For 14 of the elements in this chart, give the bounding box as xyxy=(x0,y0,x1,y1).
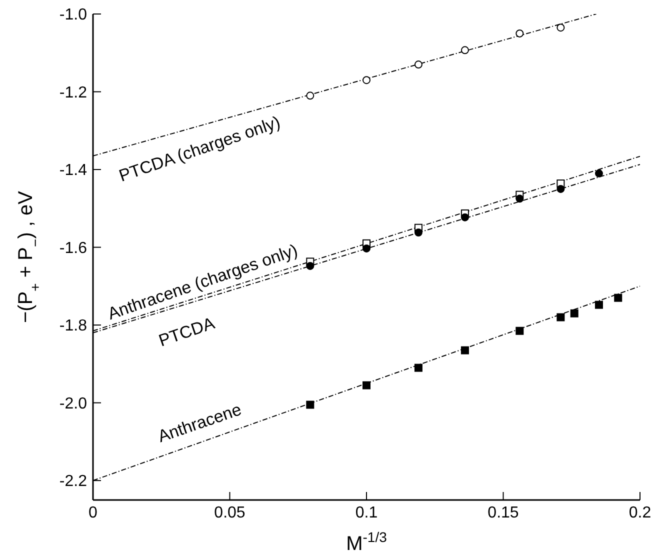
y-tick-label: -2.0 xyxy=(59,395,88,412)
x-tick-label: 0.1 xyxy=(355,504,378,522)
x-tick-label: 0.2 xyxy=(628,504,652,522)
y-tick-label: -1.6 xyxy=(59,240,88,257)
y-tick-label: -2.2 xyxy=(59,473,88,490)
x-tick-label: 0 xyxy=(88,504,98,522)
x-tick-label: 0.15 xyxy=(488,504,519,522)
x-axis-title: M$^{-1/3}$ xyxy=(346,529,388,555)
y-tick-label: -1.2 xyxy=(59,84,88,102)
y-tick-label: -1.0 xyxy=(59,6,88,24)
x-tick-label: 0.05 xyxy=(214,504,246,522)
y-tick-label: -1.4 xyxy=(59,162,88,180)
y-tick-label: -1.8 xyxy=(59,318,88,335)
annotation: PTCDA xyxy=(156,313,218,350)
